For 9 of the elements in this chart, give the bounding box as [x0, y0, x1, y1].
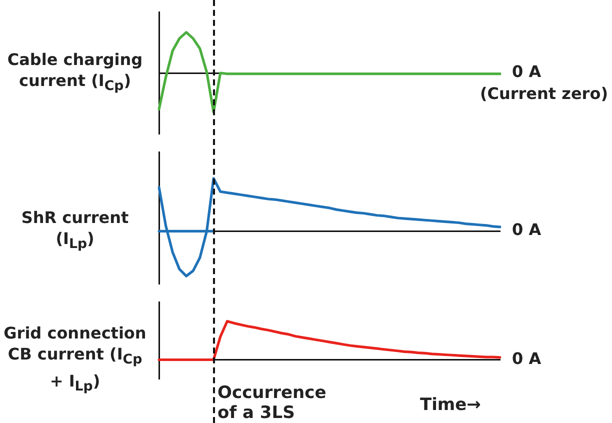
x-axis-title: Time→ — [420, 395, 481, 415]
y-axis-title: Cable charging current (I$_{Cp}$) — [6, 48, 144, 96]
text: Grid connection CB current (I$_{Cp}$ + I$_{Lp}$) — [4, 323, 146, 394]
annotation: (Current zero) — [480, 84, 608, 103]
text: 0 A — [512, 220, 542, 240]
text: Occurrence of a 3LS — [218, 383, 328, 423]
y-axis-title: ShR current (I$_{Lp}$) — [20, 207, 130, 254]
text: 0 A — [512, 348, 542, 368]
text: 0 A — [512, 62, 542, 81]
